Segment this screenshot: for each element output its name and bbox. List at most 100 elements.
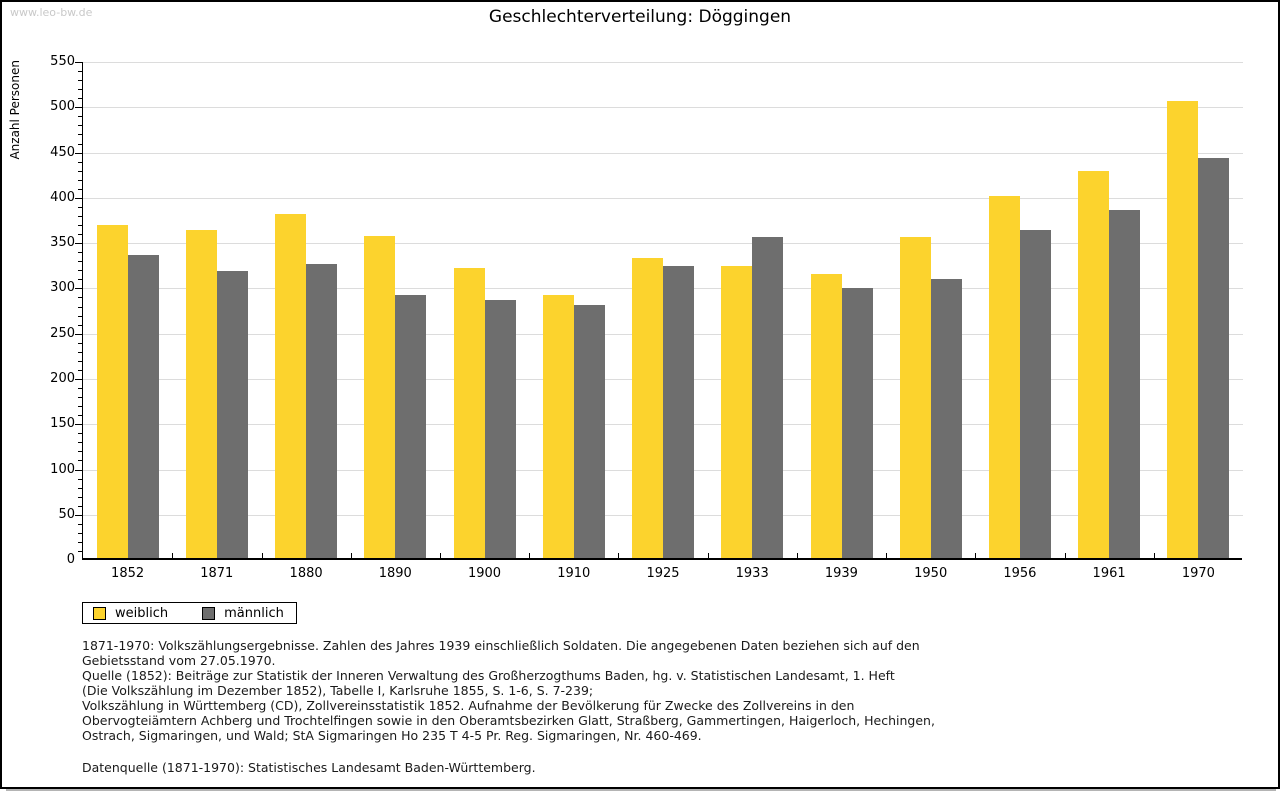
- legend: weiblich männlich: [82, 602, 297, 624]
- x-axis-label: 1871: [200, 566, 234, 581]
- bar-männlich-1890: [395, 294, 427, 558]
- gridline: [83, 107, 1243, 109]
- legend-swatch-weiblich: [93, 606, 106, 620]
- y-tick-label: 150: [50, 416, 75, 432]
- y-tick-major: [75, 197, 83, 199]
- y-tick-minor: [78, 315, 83, 317]
- bar-weiblich-1933: [721, 265, 753, 558]
- y-tick-label: 500: [50, 99, 75, 115]
- x-axis-label: 1961: [1092, 566, 1126, 581]
- y-tick-minor: [78, 252, 83, 254]
- x-tick: [707, 553, 709, 558]
- y-tick-minor: [78, 487, 83, 489]
- bar-männlich-1925: [663, 266, 694, 558]
- x-axis-label: 1910: [557, 566, 591, 581]
- y-tick-label: 250: [50, 325, 75, 341]
- x-tick: [261, 553, 263, 558]
- bar-männlich-1956: [1019, 230, 1051, 558]
- y-tick-major: [75, 107, 83, 109]
- x-axis-label: 1956: [1003, 566, 1037, 581]
- bar-männlich-1900: [484, 299, 516, 558]
- bar-männlich-1852: [127, 254, 159, 558]
- y-tick-minor: [78, 234, 83, 235]
- y-tick-minor: [78, 397, 83, 398]
- y-tick-minor: [78, 360, 83, 362]
- y-tick-label: 350: [50, 235, 75, 251]
- y-tick-minor: [78, 523, 83, 525]
- gridline: [83, 197, 1243, 199]
- bar-männlich-1933: [752, 236, 784, 558]
- x-axis-label: 1925: [646, 566, 680, 581]
- y-tick-minor: [78, 116, 83, 118]
- y-tick-label: 0: [66, 552, 75, 567]
- x-axis-label: 1880: [289, 566, 323, 581]
- y-tick-minor: [78, 406, 83, 408]
- y-tick-minor: [78, 442, 83, 444]
- footnote-line: 1871-1970: Volkszählungsergebnisse. Zahl…: [82, 638, 920, 653]
- y-tick-label: 300: [50, 280, 75, 296]
- legend-swatch-maennlich: [202, 606, 216, 620]
- y-tick-minor: [78, 451, 83, 453]
- footnote-line: Ostrach, Sigmaringen, und Wald; StA Sigm…: [82, 728, 702, 743]
- y-tick-label: 50: [58, 506, 75, 522]
- bar-männlich-1939: [841, 288, 873, 558]
- bar-männlich-1961: [1109, 210, 1141, 558]
- y-tick-minor: [78, 541, 83, 543]
- bar-männlich-1970: [1198, 157, 1230, 558]
- x-tick: [796, 553, 798, 558]
- y-tick-major: [75, 288, 83, 290]
- bar-weiblich-1925: [632, 258, 663, 558]
- y-tick-minor: [78, 369, 83, 371]
- footnote-line: Obervogteiämtern Achberg und Trochtelfin…: [82, 713, 935, 728]
- x-tick: [1153, 553, 1155, 558]
- bar-männlich-1910: [573, 304, 605, 558]
- y-tick-minor: [78, 179, 83, 181]
- legend-label-weiblich: weiblich: [115, 605, 169, 621]
- x-tick: [975, 553, 977, 558]
- y-tick-major: [75, 243, 83, 245]
- y-tick-minor: [78, 215, 83, 217]
- page-shadow: [6, 789, 1276, 791]
- y-tick-minor: [78, 188, 83, 190]
- x-tick: [350, 553, 352, 558]
- y-tick-minor: [78, 125, 83, 127]
- x-tick: [172, 553, 174, 558]
- x-axis-label: 1933: [735, 566, 769, 581]
- footnote-line: (Die Volkszählung im Dezember 1852), Tab…: [82, 683, 594, 698]
- y-tick-minor: [78, 71, 83, 73]
- x-axis-label: 1900: [467, 566, 502, 581]
- y-tick-minor: [78, 225, 83, 226]
- x-axis-label: 1890: [378, 566, 412, 581]
- y-tick-major: [75, 333, 83, 335]
- x-axis-label: 1939: [824, 566, 858, 581]
- y-tick-label: 400: [50, 189, 75, 205]
- y-tick-minor: [78, 261, 83, 263]
- y-tick-minor: [78, 550, 83, 552]
- gridline: [83, 62, 1243, 63]
- data-source-note: Datenquelle (1871-1970): Statistisches L…: [82, 760, 536, 775]
- plot-area: 0 50 100 150 200 250 300 350 400 450 500 550 1852 187…: [50, 54, 1243, 581]
- x-axis-label: 1950: [914, 566, 948, 581]
- footnote-line: Volkszählung in Württemberg (CD), Zollve…: [82, 698, 855, 713]
- bar-weiblich-1890: [364, 235, 396, 558]
- y-tick-minor: [78, 279, 83, 281]
- y-tick-minor: [78, 460, 83, 462]
- y-tick-major: [75, 378, 83, 380]
- y-tick-minor: [78, 297, 83, 299]
- x-axis-label: 1970: [1181, 566, 1215, 581]
- bar-männlich-1950: [930, 279, 962, 558]
- y-axis-title: Anzahl Personen: [8, 60, 22, 160]
- y-tick-minor: [78, 324, 83, 326]
- x-tick: [618, 553, 620, 558]
- bar-weiblich-1939: [810, 273, 842, 558]
- y-tick-major: [75, 62, 83, 63]
- y-tick-minor: [78, 505, 83, 507]
- y-tick-minor: [78, 306, 83, 308]
- y-tick-label: 450: [50, 144, 75, 160]
- x-tick: [439, 553, 441, 558]
- y-tick-minor: [78, 342, 83, 344]
- gridline: [83, 152, 1243, 154]
- bar-weiblich-1961: [1078, 170, 1110, 558]
- y-tick-minor: [78, 496, 83, 498]
